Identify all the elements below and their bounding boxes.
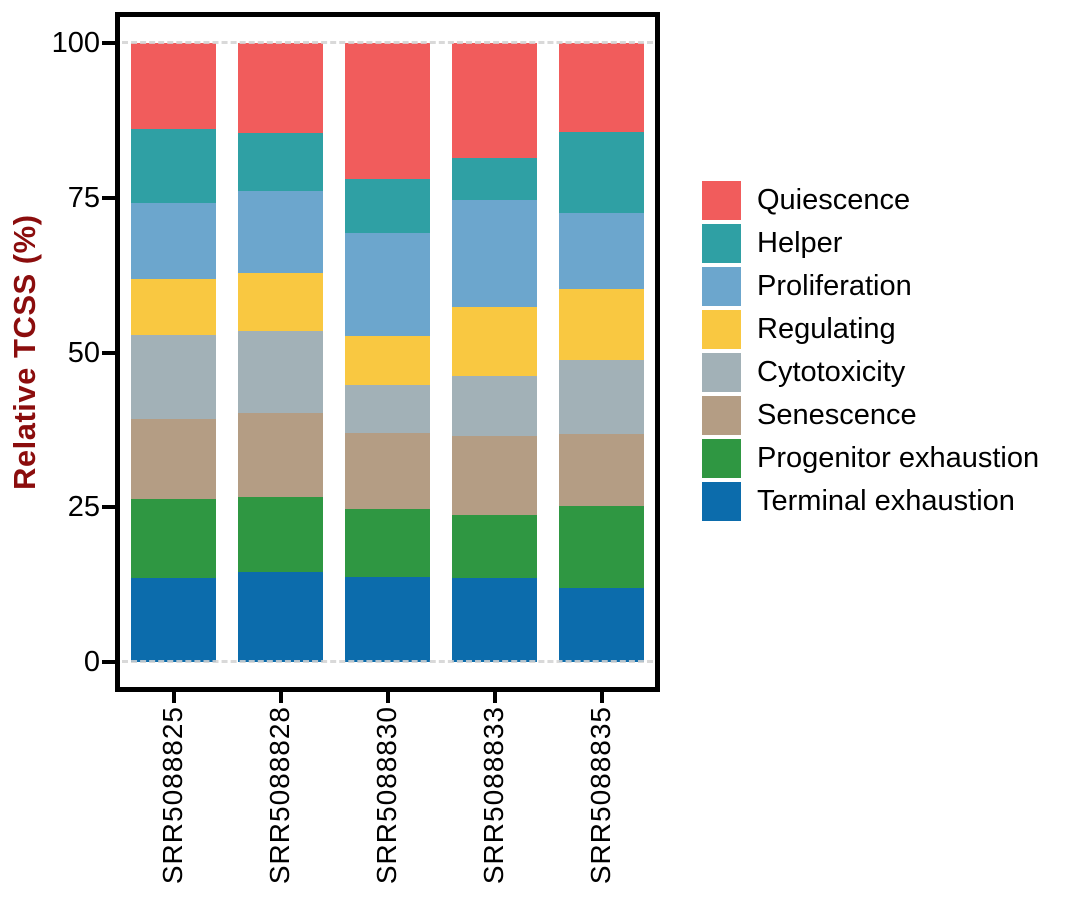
segment-helper bbox=[130, 129, 217, 203]
segment-progenitor-exhaustion bbox=[237, 496, 324, 572]
segment-proliferation bbox=[344, 233, 431, 336]
segment-cytotoxicity bbox=[237, 330, 324, 414]
stacked-bar-srr5088833 bbox=[451, 43, 538, 662]
y-tick-mark-25 bbox=[102, 505, 115, 510]
y-axis-title: Relative TCSS (%) bbox=[7, 214, 42, 490]
segment-terminal-exhaustion bbox=[130, 578, 217, 662]
segment-proliferation bbox=[237, 191, 324, 274]
legend-label-helper: Helper bbox=[757, 227, 843, 259]
segment-regulating bbox=[558, 289, 645, 360]
x-tick-label-srr5088825: SRR5088825 bbox=[156, 706, 188, 885]
segment-proliferation bbox=[558, 212, 645, 290]
segment-cytotoxicity bbox=[130, 335, 217, 420]
legend-item-proliferation: Proliferation bbox=[702, 267, 1039, 306]
segment-helper bbox=[237, 132, 324, 191]
legend-label-cytotoxicity: Cytotoxicity bbox=[757, 356, 906, 388]
bar-slot-srr5088830 bbox=[334, 43, 441, 662]
legend-item-progenitor-exhaustion: Progenitor exhaustion bbox=[702, 439, 1039, 478]
bar-slot-srr5088835 bbox=[548, 43, 655, 662]
stacked-bar-srr5088830 bbox=[344, 43, 431, 662]
segment-quiescence bbox=[344, 43, 431, 179]
segment-helper bbox=[344, 178, 431, 234]
legend-label-terminal-exhaustion: Terminal exhaustion bbox=[757, 485, 1015, 517]
legend-label-quiescence: Quiescence bbox=[757, 184, 911, 216]
legend-item-senescence: Senescence bbox=[702, 396, 1039, 435]
x-tick-label-srr5088830: SRR5088830 bbox=[370, 706, 402, 885]
gridline-0 bbox=[122, 660, 653, 663]
legend-swatch-progenitor-exhaustion bbox=[702, 439, 741, 478]
stacked-bar-srr5088835 bbox=[558, 43, 645, 662]
x-tick-mark-srr5088825 bbox=[171, 692, 176, 703]
x-tick-label-srr5088833: SRR5088833 bbox=[477, 706, 509, 885]
segment-quiescence bbox=[237, 43, 324, 133]
legend-swatch-regulating bbox=[702, 310, 741, 349]
legend-item-cytotoxicity: Cytotoxicity bbox=[702, 353, 1039, 392]
segment-regulating bbox=[451, 306, 538, 377]
legend-swatch-terminal-exhaustion bbox=[702, 482, 741, 521]
stacked-bar-srr5088825 bbox=[130, 43, 217, 662]
segment-quiescence bbox=[558, 43, 645, 132]
segment-terminal-exhaustion bbox=[237, 571, 324, 662]
segment-progenitor-exhaustion bbox=[130, 499, 217, 579]
y-tick-mark-0 bbox=[102, 660, 115, 664]
segment-helper bbox=[451, 158, 538, 200]
x-tick-mark-srr5088833 bbox=[492, 692, 497, 703]
segment-terminal-exhaustion bbox=[558, 588, 645, 662]
legend-label-senescence: Senescence bbox=[757, 399, 917, 431]
segment-cytotoxicity bbox=[558, 359, 645, 435]
segment-cytotoxicity bbox=[344, 385, 431, 433]
bar-slot-srr5088833 bbox=[441, 43, 548, 662]
stacked-bar-srr5088828 bbox=[237, 43, 324, 662]
x-tick-mark-srr5088835 bbox=[599, 692, 604, 703]
segment-quiescence bbox=[451, 43, 538, 159]
segment-progenitor-exhaustion bbox=[558, 506, 645, 589]
y-tick-mark-75 bbox=[102, 195, 115, 200]
legend-item-terminal-exhaustion: Terminal exhaustion bbox=[702, 482, 1039, 521]
segment-senescence bbox=[130, 419, 217, 500]
legend-swatch-quiescence bbox=[702, 181, 741, 220]
segment-quiescence bbox=[130, 43, 217, 130]
x-tick-label-srr5088828: SRR5088828 bbox=[263, 706, 295, 885]
legend: Quiescence Helper Proliferation Regulating C… bbox=[702, 181, 1039, 525]
segment-regulating bbox=[237, 273, 324, 331]
segment-progenitor-exhaustion bbox=[451, 515, 538, 579]
legend-label-proliferation: Proliferation bbox=[757, 270, 912, 302]
segment-senescence bbox=[451, 436, 538, 516]
legend-item-regulating: Regulating bbox=[702, 310, 1039, 349]
segment-proliferation bbox=[451, 199, 538, 307]
plot-panel bbox=[115, 12, 660, 692]
y-tick-mark-50 bbox=[102, 350, 115, 355]
segment-senescence bbox=[237, 413, 324, 497]
segment-proliferation bbox=[130, 202, 217, 279]
legend-label-regulating: Regulating bbox=[757, 313, 896, 345]
segment-helper bbox=[558, 131, 645, 213]
segment-progenitor-exhaustion bbox=[344, 509, 431, 577]
segment-regulating bbox=[130, 278, 217, 336]
bar-slot-srr5088825 bbox=[120, 43, 227, 662]
legend-swatch-cytotoxicity bbox=[702, 353, 741, 392]
x-tick-label-srr5088835: SRR5088835 bbox=[584, 706, 616, 885]
legend-swatch-helper bbox=[702, 224, 741, 263]
legend-item-quiescence: Quiescence bbox=[702, 181, 1039, 220]
x-tick-mark-srr5088828 bbox=[278, 692, 283, 703]
segment-senescence bbox=[558, 434, 645, 507]
legend-label-progenitor-exhaustion: Progenitor exhaustion bbox=[757, 442, 1040, 474]
segment-terminal-exhaustion bbox=[451, 578, 538, 662]
legend-item-helper: Helper bbox=[702, 224, 1039, 263]
y-tick-mark-100 bbox=[102, 41, 115, 45]
segment-terminal-exhaustion bbox=[344, 576, 431, 662]
segment-senescence bbox=[344, 432, 431, 510]
legend-swatch-senescence bbox=[702, 396, 741, 435]
bar-slot-srr5088828 bbox=[227, 43, 334, 662]
bars-area bbox=[120, 41, 655, 663]
segment-regulating bbox=[344, 335, 431, 386]
gridline-100 bbox=[122, 41, 653, 44]
x-tick-mark-srr5088830 bbox=[385, 692, 390, 703]
legend-swatch-proliferation bbox=[702, 267, 741, 306]
segment-cytotoxicity bbox=[451, 376, 538, 437]
